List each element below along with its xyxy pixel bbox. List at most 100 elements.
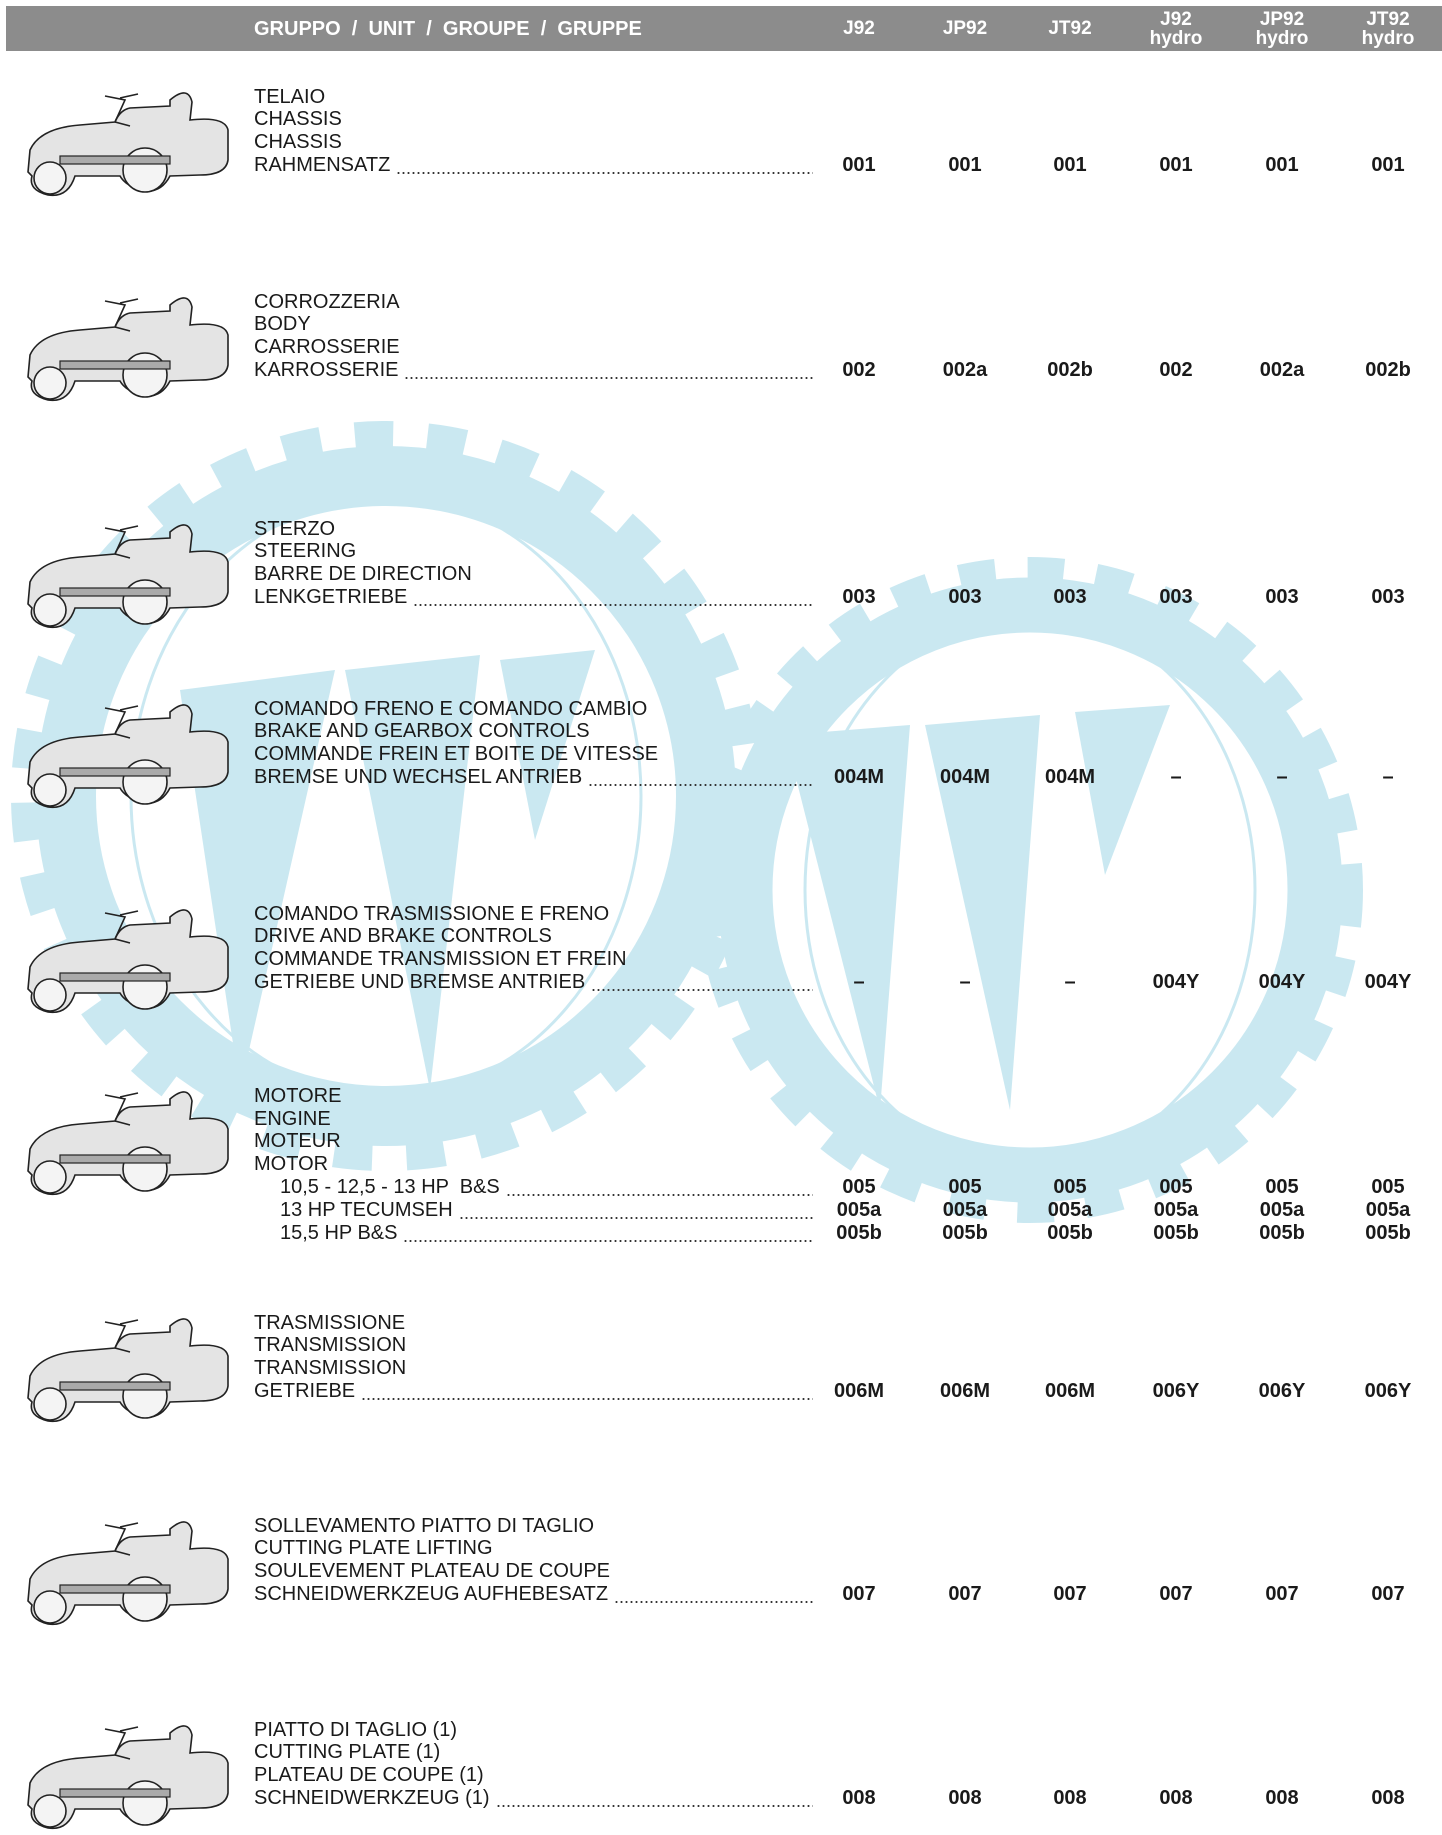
column-variant: hydro bbox=[1255, 28, 1309, 49]
label-line: STERZO bbox=[254, 517, 336, 540]
code: 008 bbox=[1053, 1787, 1087, 1809]
code: 006M bbox=[833, 1380, 885, 1402]
label-line: RAHMENSATZ bbox=[254, 154, 813, 177]
dot-leader bbox=[404, 359, 813, 382]
label-line: SOLLEVAMENTO PIATTO DI TAGLIO bbox=[254, 1514, 595, 1537]
code: 005 bbox=[948, 1176, 982, 1198]
label-line: CHASSIS bbox=[254, 108, 342, 131]
dot-leader bbox=[591, 971, 813, 994]
label-line: PLATEAU DE COUPE (1) bbox=[254, 1764, 484, 1787]
code: 001 bbox=[1265, 154, 1299, 176]
column-variant: hydro bbox=[1149, 28, 1203, 49]
code: – bbox=[1064, 971, 1076, 993]
code: 005b bbox=[836, 1221, 882, 1244]
label-line: CORROZZERIA bbox=[254, 290, 400, 313]
label-text: SCHNEIDWERKZEUG (1) bbox=[254, 1787, 490, 1809]
code: 003 bbox=[948, 586, 982, 608]
code: – bbox=[1276, 766, 1288, 788]
code: 007 bbox=[948, 1583, 982, 1605]
code: 001 bbox=[1371, 154, 1405, 176]
dot-leader bbox=[614, 1583, 813, 1606]
code: 005b bbox=[1365, 1221, 1411, 1244]
dot-leader bbox=[495, 1787, 813, 1810]
code: 005b bbox=[1153, 1221, 1199, 1244]
column-variant: hydro bbox=[1361, 28, 1415, 49]
label-line: TRANSMISSION bbox=[254, 1334, 407, 1357]
dot-leader bbox=[413, 586, 813, 609]
label-line: SOULEVEMENT PLATEAU DE COUPE bbox=[254, 1560, 611, 1583]
label-line: ENGINE bbox=[254, 1107, 331, 1130]
label-line: TRANSMISSION bbox=[254, 1357, 407, 1380]
code: 007 bbox=[1053, 1583, 1087, 1605]
code: 007 bbox=[1265, 1583, 1299, 1605]
label-line: TRASMISSIONE bbox=[254, 1311, 406, 1334]
label-line: MOTEUR bbox=[254, 1130, 341, 1153]
tractor-icon bbox=[20, 285, 230, 405]
label-line: CUTTING PLATE LIFTING bbox=[254, 1537, 493, 1560]
code: 006Y bbox=[1152, 1380, 1200, 1402]
label-text: 10,5 - 12,5 - 13 HP B&S bbox=[280, 1176, 500, 1198]
label-text: RAHMENSATZ bbox=[254, 154, 391, 176]
subrow-label: 15,5 HP B&S bbox=[280, 1221, 813, 1245]
code: 004M bbox=[1044, 766, 1096, 788]
label-line: BARRE DE DIRECTION bbox=[254, 563, 472, 586]
code: 004M bbox=[833, 766, 885, 788]
dot-leader bbox=[361, 1380, 813, 1403]
label-text: 13 HP TECUMSEH bbox=[280, 1198, 453, 1221]
code: 002b bbox=[1047, 359, 1093, 381]
code: 005 bbox=[1265, 1176, 1299, 1198]
code: 005a bbox=[1259, 1198, 1305, 1221]
code: 005 bbox=[842, 1176, 876, 1198]
code: 007 bbox=[1159, 1583, 1193, 1605]
code: 005 bbox=[1159, 1176, 1193, 1198]
header-bar bbox=[6, 6, 1442, 51]
code: 005b bbox=[1047, 1221, 1093, 1244]
code: – bbox=[1170, 766, 1182, 788]
code: 008 bbox=[1159, 1787, 1193, 1809]
code: 001 bbox=[948, 154, 982, 176]
code: 006M bbox=[1044, 1380, 1096, 1402]
label-line: CARROSSERIE bbox=[254, 336, 400, 359]
code: 001 bbox=[1159, 154, 1193, 176]
code: 007 bbox=[1371, 1583, 1405, 1605]
label-line: GETRIEBE UND BREMSE ANTRIEB bbox=[254, 971, 813, 994]
tractor-icon bbox=[20, 897, 230, 1017]
dot-leader bbox=[505, 1176, 813, 1199]
label-line: DRIVE AND BRAKE CONTROLS bbox=[254, 925, 552, 948]
tractor-icon bbox=[20, 692, 230, 812]
code: 001 bbox=[1053, 154, 1087, 176]
subrow-label: 10,5 - 12,5 - 13 HP B&S bbox=[280, 1176, 813, 1199]
label-line: CUTTING PLATE (1) bbox=[254, 1741, 441, 1764]
tractor-icon bbox=[20, 1509, 230, 1629]
code: 005a bbox=[1365, 1198, 1411, 1221]
code: 003 bbox=[1265, 586, 1299, 608]
tractor-icon bbox=[20, 512, 230, 632]
code: 005a bbox=[836, 1198, 882, 1221]
dot-leader bbox=[588, 766, 813, 789]
code: 006Y bbox=[1258, 1380, 1306, 1402]
code: – bbox=[1382, 766, 1394, 788]
label-text: 15,5 HP B&S bbox=[280, 1221, 398, 1244]
code: 003 bbox=[842, 586, 876, 608]
code: 002a bbox=[942, 359, 988, 381]
code: 006M bbox=[939, 1380, 991, 1402]
code: 001 bbox=[842, 154, 876, 176]
label-line: TELAIO bbox=[254, 85, 326, 108]
label-line: COMANDO FRENO E COMANDO CAMBIO bbox=[254, 697, 648, 720]
dot-leader bbox=[396, 154, 813, 177]
code: 002 bbox=[842, 359, 876, 381]
code: 005a bbox=[942, 1198, 988, 1221]
dot-leader bbox=[458, 1198, 813, 1222]
label-line: GETRIEBE bbox=[254, 1380, 813, 1403]
column-model: JT92 bbox=[1048, 18, 1092, 39]
label-text: BREMSE UND WECHSEL ANTRIEB bbox=[254, 766, 583, 788]
code: – bbox=[959, 971, 971, 993]
label-line: KARROSSERIE bbox=[254, 359, 813, 382]
label-text: GETRIEBE bbox=[254, 1380, 356, 1402]
label-line: COMMANDE TRANSMISSION ET FREIN bbox=[254, 948, 627, 971]
tractor-icon bbox=[20, 1713, 230, 1833]
subrow-label: 13 HP TECUMSEH bbox=[280, 1198, 813, 1222]
code: 005 bbox=[1053, 1176, 1087, 1198]
label-line: SCHNEIDWERKZEUG (1) bbox=[254, 1787, 813, 1810]
